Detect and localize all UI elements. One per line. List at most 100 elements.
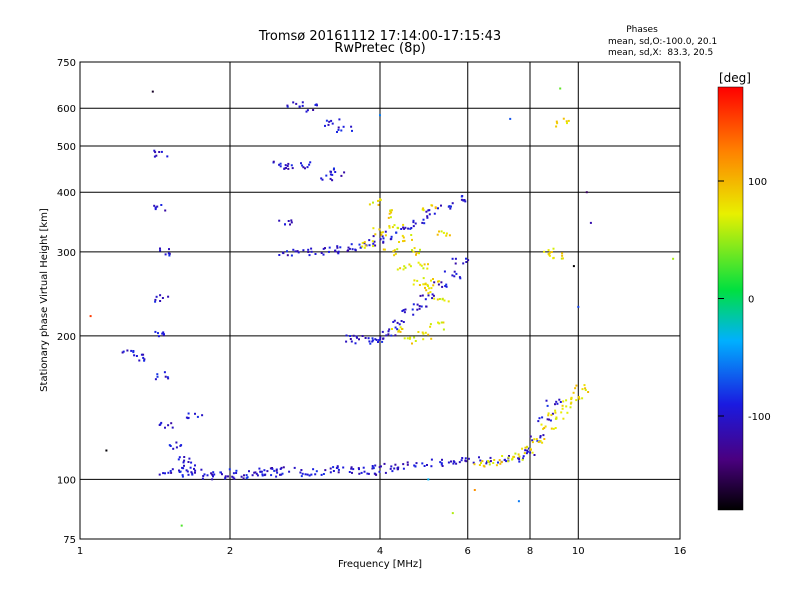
data-point (444, 285, 447, 287)
data-point (454, 262, 457, 265)
data-point (309, 161, 312, 164)
data-point (539, 440, 542, 443)
data-point (167, 295, 170, 298)
data-point (418, 307, 421, 310)
data-point (271, 467, 274, 470)
data-point (404, 226, 407, 229)
data-point (253, 471, 256, 474)
data-point (554, 403, 556, 406)
data-point (419, 294, 422, 297)
data-point (371, 337, 374, 340)
data-point (308, 474, 311, 477)
data-point (350, 340, 353, 343)
data-point (445, 285, 448, 288)
data-point (162, 472, 165, 475)
data-point (441, 285, 444, 288)
data-point (523, 452, 526, 455)
data-point (312, 109, 315, 111)
data-point (412, 225, 415, 228)
data-point (492, 462, 495, 464)
data-point (543, 250, 546, 253)
data-point (360, 471, 363, 474)
data-point (388, 226, 391, 229)
data-point (334, 171, 337, 173)
data-point (547, 252, 550, 255)
data-point (389, 216, 392, 219)
data-point (290, 219, 293, 222)
data-point (297, 251, 300, 254)
data-point (154, 330, 157, 333)
data-point (422, 332, 425, 335)
data-point (337, 128, 340, 131)
data-point (325, 119, 328, 122)
data-point (302, 249, 305, 252)
data-point (308, 254, 311, 257)
data-point (164, 472, 166, 475)
data-point (575, 384, 578, 387)
data-point (335, 467, 338, 469)
data-point (572, 265, 575, 268)
data-point (536, 439, 539, 442)
data-point (498, 459, 501, 462)
data-point (391, 226, 394, 229)
data-point (389, 209, 392, 212)
data-point (170, 422, 173, 425)
data-point (194, 471, 196, 474)
data-point (488, 463, 491, 466)
x-tick-label: 8 (527, 546, 533, 557)
data-point (437, 280, 439, 283)
data-point (542, 427, 545, 430)
data-point (421, 294, 424, 297)
data-point (352, 468, 355, 471)
data-point (374, 233, 377, 236)
data-point (379, 338, 382, 341)
data-point (548, 254, 551, 257)
data-point (203, 473, 206, 476)
data-point (211, 478, 214, 481)
data-point (180, 444, 183, 447)
data-point (340, 174, 343, 177)
data-point (201, 414, 204, 417)
data-point (445, 232, 448, 235)
data-point (256, 474, 259, 477)
data-point (414, 465, 417, 468)
data-point (360, 246, 363, 249)
data-point (585, 191, 588, 194)
data-point (183, 464, 185, 467)
data-point (524, 449, 527, 452)
data-point (428, 213, 431, 216)
colorbar-label: [deg] (719, 71, 751, 85)
data-point (371, 340, 374, 343)
data-point (314, 104, 317, 106)
data-point (461, 457, 464, 459)
data-point (368, 340, 371, 343)
data-point (589, 221, 592, 224)
data-point (434, 207, 437, 210)
data-point (425, 289, 428, 292)
data-point (133, 354, 136, 357)
data-point (429, 291, 432, 294)
data-point (413, 464, 416, 467)
data-point (334, 250, 336, 253)
data-point (550, 251, 553, 253)
data-point (399, 330, 402, 333)
data-point (135, 355, 138, 357)
data-point (337, 126, 340, 129)
data-point (382, 241, 385, 244)
data-point (486, 460, 488, 463)
data-point (279, 162, 282, 165)
data-point (432, 278, 434, 280)
data-point (388, 328, 391, 331)
data-point (451, 274, 454, 277)
data-point (438, 280, 441, 283)
data-point (454, 257, 457, 260)
data-point (415, 253, 417, 256)
data-point (551, 412, 554, 415)
data-point (525, 446, 528, 449)
data-point (383, 462, 386, 465)
data-point (143, 358, 146, 361)
data-point (402, 240, 404, 243)
data-point (170, 471, 173, 474)
data-point (390, 465, 393, 468)
data-point (328, 120, 331, 123)
